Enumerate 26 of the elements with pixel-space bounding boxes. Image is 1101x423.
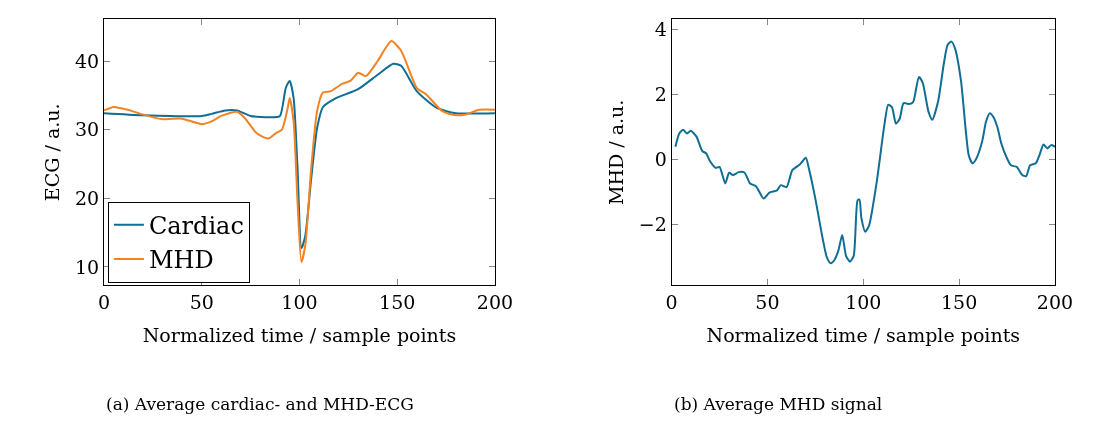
x-tick-label: 150: [379, 291, 416, 314]
y-tick-label: 0: [654, 148, 667, 171]
y-tick-label: 30: [75, 118, 100, 141]
y-tick-label: 2: [654, 83, 667, 105]
y-tick-label: 20: [75, 186, 100, 209]
x-tick-label: 50: [189, 291, 214, 314]
legend-label: MHD: [148, 246, 214, 275]
x-tick-label: 100: [845, 291, 882, 314]
y-tick-label: 4: [654, 17, 667, 40]
x-tick-label: 200: [476, 291, 514, 314]
x-tick-label: 50: [755, 291, 780, 314]
text: (a) Average cardiac- and MHD-ECG: [106, 394, 414, 414]
x-axis-title: Normalized time / sample points: [142, 324, 457, 347]
x-tick-label: 200: [1036, 291, 1074, 314]
x-tick-label: 100: [281, 291, 318, 314]
y-axis-title: ECG / a.u.: [40, 103, 63, 202]
text: (b) Average MHD signal: [674, 394, 883, 414]
line-series: [674, 40, 1055, 265]
y-tick-label: 40: [75, 49, 100, 72]
x-tick-label: 150: [941, 291, 978, 314]
y-tick-label: −2: [638, 213, 667, 236]
line-series: [104, 62, 495, 250]
x-axis-title: Normalized time / sample points: [706, 324, 1021, 347]
legend-label: Cardiac: [148, 212, 244, 241]
y-tick-label: 10: [75, 255, 100, 278]
y-axis-title: MHD / a.u.: [604, 99, 627, 205]
